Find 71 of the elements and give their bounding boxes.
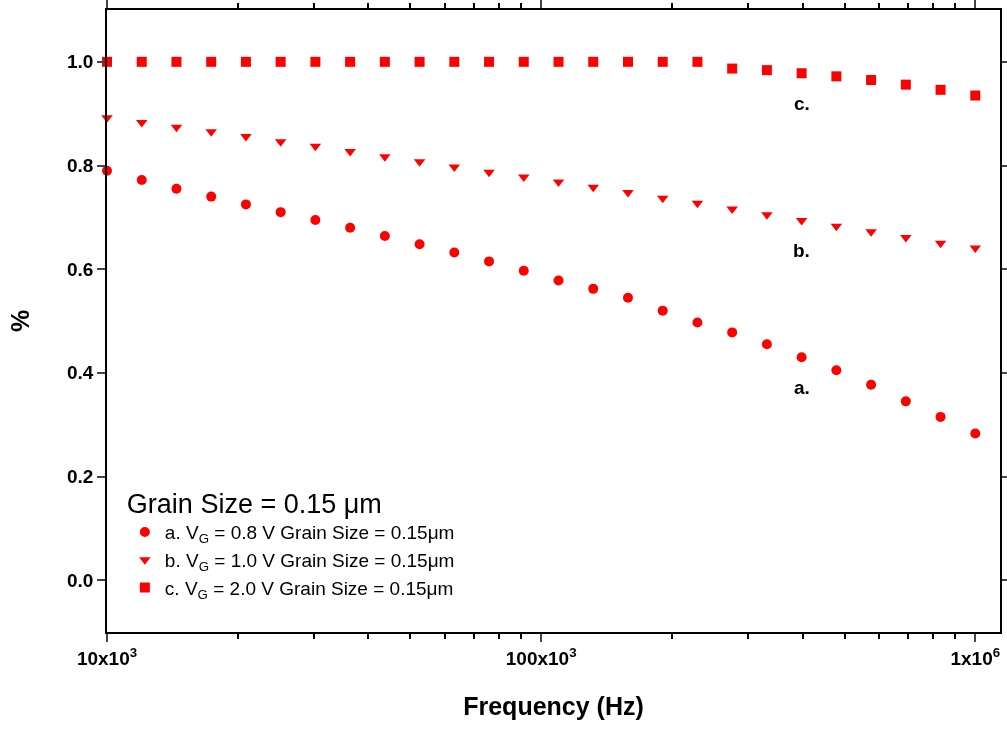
point [553, 275, 564, 286]
point [796, 68, 807, 79]
point [171, 183, 182, 194]
point [484, 256, 495, 267]
point [831, 71, 842, 82]
point [518, 265, 529, 276]
point [588, 56, 599, 67]
point [379, 56, 390, 67]
point [414, 56, 425, 67]
annotation: c. [794, 93, 810, 114]
x-tick-label: 1x10$^{6}$ [950, 644, 1001, 669]
point [484, 56, 495, 67]
point [518, 56, 529, 67]
point [275, 56, 286, 67]
legend-label: a. V$_{G}$ = 0.8 V Grain Size = 0.15μm [164, 522, 455, 547]
point [206, 191, 217, 202]
point [796, 352, 807, 363]
annotation: b. [793, 240, 810, 261]
point [900, 79, 911, 90]
point [379, 230, 390, 241]
y-tick-label: 0.4 [67, 362, 94, 384]
point [240, 56, 251, 67]
y-axis-title: % [6, 309, 35, 333]
point [900, 396, 911, 407]
point [935, 411, 946, 422]
point [345, 56, 356, 67]
point [727, 327, 738, 338]
x-tick-label: 10x10$^{3}$ [76, 644, 138, 669]
legend-title: Grain Size = 0.15 μm [126, 489, 382, 520]
point [622, 189, 634, 198]
point [657, 305, 668, 316]
point [449, 56, 460, 67]
point [136, 175, 147, 186]
y-tick-label: 0.2 [67, 466, 94, 488]
point [553, 56, 564, 67]
point [866, 74, 877, 85]
point [206, 56, 217, 67]
point [136, 56, 147, 67]
point [449, 247, 460, 258]
point [970, 428, 981, 439]
point [761, 339, 772, 350]
point [171, 56, 182, 67]
point [414, 239, 425, 250]
point [970, 90, 981, 101]
point [622, 56, 633, 67]
y-tick-label: 0.0 [67, 569, 94, 591]
point [588, 283, 599, 294]
point [935, 84, 946, 95]
legend-label: c. V$_{G}$ = 2.0 V Grain Size = 0.15μm [164, 577, 454, 602]
point [240, 199, 251, 210]
annotation: a. [794, 377, 810, 398]
point [240, 133, 252, 142]
point [866, 379, 877, 390]
point [310, 56, 321, 67]
x-axis-title: Frequency (Hz) [463, 692, 644, 721]
point [275, 207, 286, 218]
point [831, 365, 842, 376]
y-tick-label: 0.6 [67, 258, 94, 280]
point [622, 292, 633, 303]
point [483, 169, 495, 178]
point [310, 214, 321, 225]
y-tick-label: 1.0 [67, 51, 94, 73]
y-tick-label: 0.8 [67, 155, 94, 177]
point [692, 56, 703, 67]
x-tick-label: 100x10$^{3}$ [505, 644, 577, 669]
point [657, 56, 668, 67]
point [345, 222, 356, 233]
point [692, 317, 703, 328]
point [761, 65, 772, 76]
point [727, 63, 738, 74]
legend-label: b. V$_{G}$ = 1.0 V Grain Size = 0.15μm [164, 550, 455, 575]
